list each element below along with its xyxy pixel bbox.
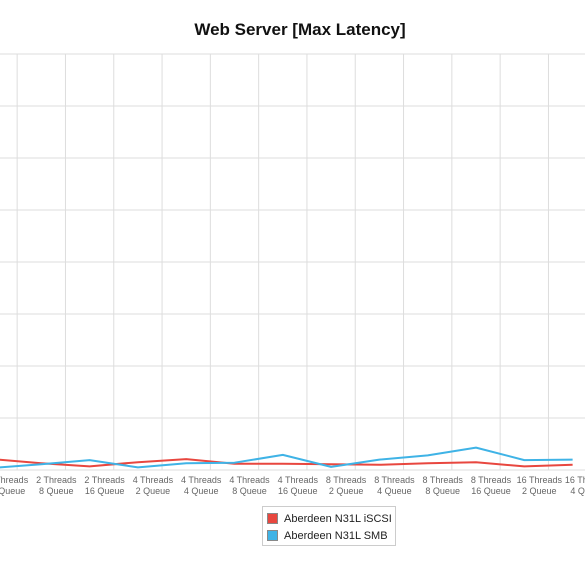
x-tick-label-line2: 2 Queue: [136, 486, 171, 496]
x-tick-label-line1: 8 Threads: [423, 475, 464, 485]
legend-item-iscsi[interactable]: Aberdeen N31L iSCSI: [267, 510, 395, 527]
x-tick-label-line1: 2 Threads: [36, 475, 77, 485]
legend: Aberdeen N31L iSCSI Aberdeen N31L SMB: [262, 506, 396, 546]
x-tick-label-line1: 8 Threads: [374, 475, 415, 485]
series-line-1: [0, 446, 573, 469]
x-tick-label-line2: 4 Queue: [377, 486, 412, 496]
x-tick-label-line1: 16 Threads: [517, 475, 563, 485]
x-tick-label-line1: 4 Threads: [229, 475, 270, 485]
grid: [0, 53, 585, 471]
x-tick-label-line2: 2 Queue: [522, 486, 557, 496]
x-tick-label-line2: 4 Queue: [570, 486, 585, 496]
x-tick-label-line2: 4 Queue: [184, 486, 219, 496]
legend-swatch-iscsi: [267, 513, 278, 524]
legend-label-smb: Aberdeen N31L SMB: [284, 529, 388, 542]
x-tick-label-line1: 4 Threads: [133, 475, 174, 485]
x-tick-label-line2: 16 Queue: [85, 486, 125, 496]
legend-item-smb[interactable]: Aberdeen N31L SMB: [267, 527, 395, 544]
x-tick-label-line2: 2 Queue: [329, 486, 364, 496]
x-tick-label-line1: 16 Threads: [565, 475, 585, 485]
legend-swatch-smb: [267, 530, 278, 541]
x-tick-label-line2: 16 Queue: [471, 486, 511, 496]
series-lines: [0, 446, 573, 469]
legend-label-iscsi: Aberdeen N31L iSCSI: [284, 512, 392, 525]
x-tick-label-line1: 2 Threads: [0, 475, 29, 485]
x-tick-label-line1: 4 Threads: [181, 475, 222, 485]
x-tick-label-line2: 16 Queue: [278, 486, 318, 496]
x-tick-label-line1: 8 Threads: [326, 475, 367, 485]
x-tick-label-line2: 4 Queue: [0, 486, 25, 496]
x-tick-label-line2: 8 Queue: [39, 486, 74, 496]
x-tick-label-line2: 8 Queue: [232, 486, 267, 496]
x-tick-label-line2: 8 Queue: [425, 486, 460, 496]
x-tick-label-line1: 8 Threads: [471, 475, 512, 485]
x-tick-label-line1: 4 Threads: [278, 475, 319, 485]
chart-title: Web Server [Max Latency]: [194, 20, 405, 39]
x-tick-label-line1: 2 Threads: [84, 475, 125, 485]
